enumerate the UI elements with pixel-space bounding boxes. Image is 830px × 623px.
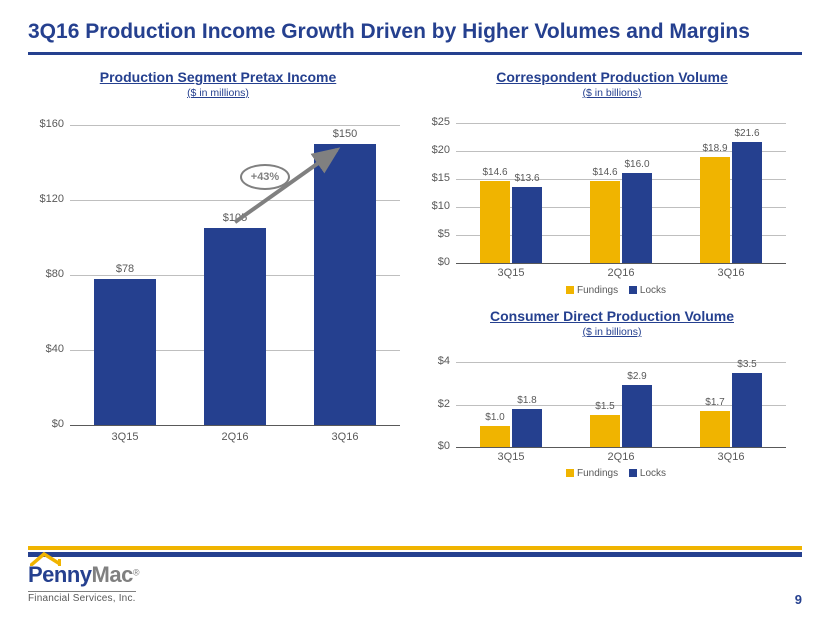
footer-gold-bar: [28, 546, 802, 550]
chart-br-title: Consumer Direct Production Volume: [422, 308, 802, 324]
legend-label-fundings: Fundings: [577, 285, 618, 296]
chart-br: $0 $2 $4 $1.0 $1.8 3Q15 $1.5 $2.9 2Q16 $1.7 $3.5 3Q…: [422, 346, 786, 464]
bar-value-label: $14.6: [592, 167, 617, 178]
y-tick-label: $2: [422, 398, 450, 410]
y-tick-label: $25: [422, 116, 450, 128]
x-tick-label: 3Q16: [701, 451, 761, 463]
bar: [590, 181, 620, 263]
footer-navy-bar: [28, 552, 802, 557]
content-row: Production Segment Pretax Income ($ in m…: [28, 69, 802, 479]
legend-swatch-fundings2: [566, 469, 574, 477]
legend-swatch-locks: [629, 286, 637, 294]
bar: [512, 409, 542, 447]
y-tick-label: $5: [422, 228, 450, 240]
chart-tr-subtitle: ($ in billions): [422, 87, 802, 99]
legend-label-locks2: Locks: [640, 468, 666, 479]
bar: [622, 385, 652, 447]
page-number: 9: [795, 592, 802, 607]
chart-tr-legend: Fundings Locks: [422, 285, 802, 296]
chart-br-legend: Fundings Locks: [422, 468, 802, 479]
legend-swatch-fundings: [566, 286, 574, 294]
bar-value-label: $21.6: [734, 128, 759, 139]
logo-reg: ®: [133, 568, 140, 578]
y-tick-label: $0: [422, 256, 450, 268]
bar: [732, 142, 762, 263]
bar-value-label: $13.6: [514, 173, 539, 184]
y-tick-label: $10: [422, 200, 450, 212]
bar-value-label: $1.5: [595, 401, 614, 412]
bar-value-label: $16.0: [624, 159, 649, 170]
bar-value-label: $14.6: [482, 167, 507, 178]
chart-right-col: Correspondent Production Volume ($ in bi…: [422, 69, 802, 479]
legend-label-locks: Locks: [640, 285, 666, 296]
logo: PennyMac® Financial Services, Inc.: [28, 552, 139, 606]
bar: [512, 187, 542, 263]
x-tick-label: 3Q16: [701, 267, 761, 279]
bar: [480, 426, 510, 447]
chart-left-col: Production Segment Pretax Income ($ in m…: [28, 69, 408, 479]
logo-text-mac: Mac: [92, 562, 133, 587]
bar: [622, 173, 652, 263]
logo-subtext: Financial Services, Inc.: [28, 591, 136, 604]
y-tick-label: $4: [422, 355, 450, 367]
chart-left-subtitle: ($ in millions): [28, 87, 408, 99]
bar-value-label: $18.9: [702, 143, 727, 154]
y-tick-label: $0: [422, 440, 450, 452]
logo-roof-icon: [30, 552, 64, 566]
y-tick-label: $20: [422, 144, 450, 156]
growth-annotation: +43%: [240, 164, 290, 190]
legend-label-fundings2: Fundings: [577, 468, 618, 479]
bar: [700, 157, 730, 263]
x-tick-label: 2Q16: [591, 267, 651, 279]
chart-left-title: Production Segment Pretax Income: [28, 69, 408, 85]
x-tick-label: 3Q15: [481, 451, 541, 463]
bar: [590, 415, 620, 447]
x-tick-label: 3Q15: [481, 267, 541, 279]
x-tick-label: 2Q16: [591, 451, 651, 463]
slide: 3Q16 Production Income Growth Driven by …: [0, 0, 830, 623]
bar-value-label: $2.9: [627, 371, 646, 382]
bar-value-label: $1.0: [485, 412, 504, 423]
y-tick-label: $15: [422, 172, 450, 184]
chart-left: $0$40$80$120$160$783Q15$1052Q16$1503Q16+…: [28, 107, 400, 453]
chart-tr: $0 $5 $10 $15 $20 $25 $14.6 $13.6 3Q15 $14.6 $16.0…: [422, 107, 786, 281]
chart-tr-title: Correspondent Production Volume: [422, 69, 802, 85]
bar-value-label: $1.7: [705, 397, 724, 408]
bar-value-label: $1.8: [517, 395, 536, 406]
growth-arrow-icon: [28, 107, 400, 455]
legend-swatch-locks2: [629, 469, 637, 477]
bar: [480, 181, 510, 263]
slide-title: 3Q16 Production Income Growth Driven by …: [28, 20, 802, 44]
bar: [700, 411, 730, 447]
bar-value-label: $3.5: [737, 359, 756, 370]
chart-br-subtitle: ($ in billions): [422, 326, 802, 338]
bar: [732, 373, 762, 447]
title-rule: [28, 52, 802, 55]
